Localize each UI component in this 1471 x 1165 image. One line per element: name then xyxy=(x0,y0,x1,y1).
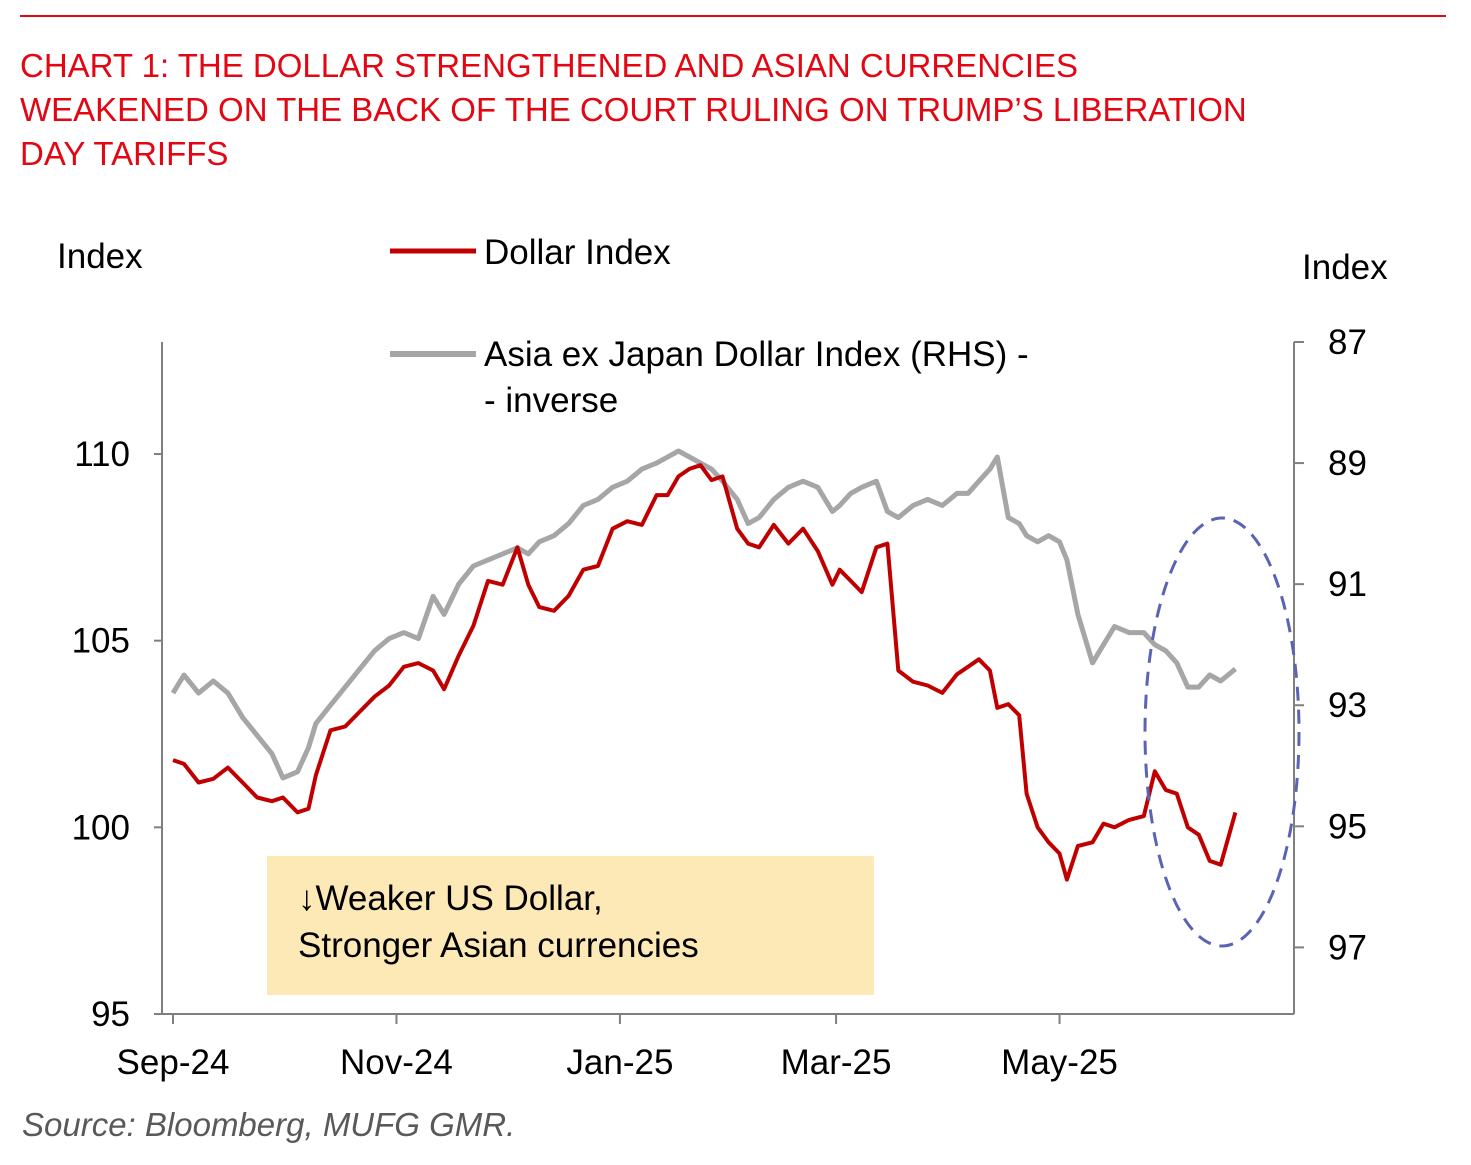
highlight-ellipse xyxy=(1143,516,1301,948)
right-axis-ticks: 87 89 91 93 95 97 xyxy=(1294,323,1367,967)
legend-label-dollar-index: Dollar Index xyxy=(484,233,671,272)
right-tick-label: 93 xyxy=(1328,686,1367,725)
right-tick-label: 89 xyxy=(1328,444,1367,483)
left-tick-label: 105 xyxy=(72,622,130,661)
x-tick-label: Jan-25 xyxy=(566,1043,673,1082)
legend-label-asia-index-line-1: Asia ex Japan Dollar Index (RHS) - xyxy=(484,335,1029,374)
series-line-asia-ex-japan xyxy=(170,448,1237,781)
title-rule xyxy=(20,15,1446,17)
x-tick-label: Sep-24 xyxy=(117,1043,230,1082)
right-axis-label: Index xyxy=(1302,248,1388,287)
legend: Dollar Index Asia ex Japan Dollar Index … xyxy=(390,233,1038,420)
legend-label-asia-index-line-2: - inverse xyxy=(484,381,618,420)
right-tick-label: 95 xyxy=(1328,807,1367,846)
annotation-box xyxy=(267,856,874,995)
series-line-dollar-index xyxy=(172,463,1238,882)
legend-label-asia-index: Asia ex Japan Dollar Index (RHS) - - inv… xyxy=(484,335,1038,420)
x-tick-label: May-25 xyxy=(1001,1043,1118,1082)
x-tick-label: Mar-25 xyxy=(781,1043,892,1082)
chart-title-line-1: CHART 1: THE DOLLAR STRENGTHENED AND ASI… xyxy=(20,47,1079,84)
source-note: Source: Bloomberg, MUFG GMR. xyxy=(22,1106,516,1143)
chart-title-line-3: DAY TARIFFS xyxy=(20,135,229,172)
annotation-line-1: ↓Weaker US Dollar, xyxy=(298,879,603,918)
x-tick-label: Nov-24 xyxy=(340,1043,453,1082)
x-axis-ticks: Sep-24 Nov-24 Jan-25 Mar-25 May-25 xyxy=(117,1014,1118,1082)
right-tick-label: 87 xyxy=(1328,323,1367,362)
chart-title-line-2: WEAKENED ON THE BACK OF THE COURT RULING… xyxy=(20,91,1247,128)
left-tick-label: 95 xyxy=(91,995,130,1034)
left-axis-ticks: 95 100 105 110 xyxy=(72,435,162,1034)
left-tick-label: 100 xyxy=(72,808,130,847)
annotation-line-2: Stronger Asian currencies xyxy=(298,926,699,965)
chart-title: CHART 1: THE DOLLAR STRENGTHENED AND ASI… xyxy=(20,44,1450,176)
right-tick-label: 91 xyxy=(1328,565,1367,604)
right-tick-label: 97 xyxy=(1328,928,1367,967)
left-tick-label: 110 xyxy=(74,435,130,474)
left-axis-label: Index xyxy=(57,237,143,276)
